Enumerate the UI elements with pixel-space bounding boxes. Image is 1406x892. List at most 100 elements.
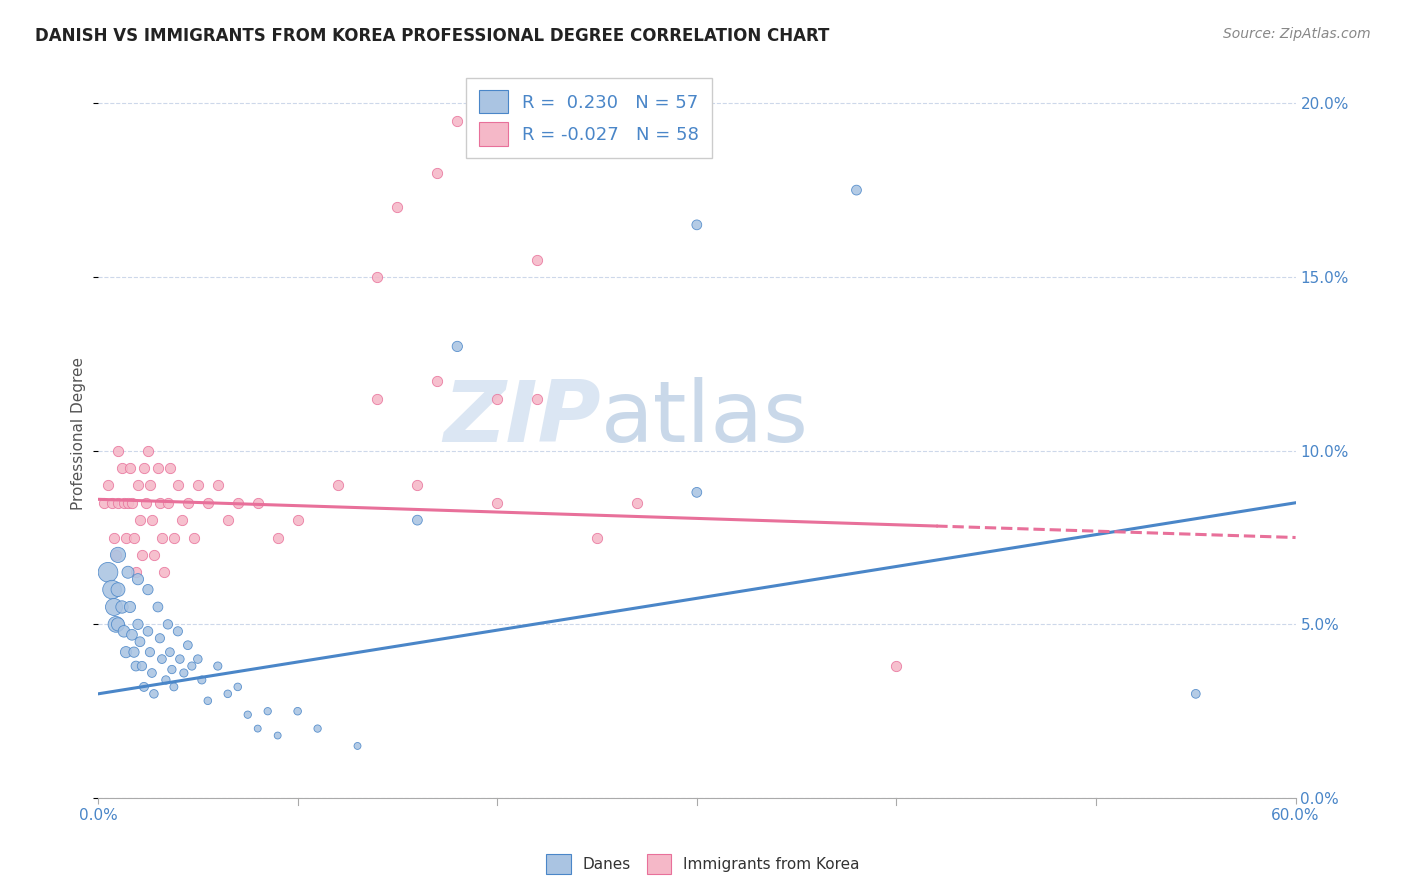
Point [586, 531, 609, 545]
Text: ZIP: ZIP [443, 377, 600, 460]
Point [141, 513, 163, 527]
Point [266, 729, 288, 743]
Point [107, 548, 129, 562]
Point [167, 624, 190, 639]
Point [129, 513, 152, 527]
Point [97, 478, 120, 492]
Text: Source: ZipAtlas.com: Source: ZipAtlas.com [1223, 27, 1371, 41]
Point [626, 496, 648, 510]
Point [121, 496, 143, 510]
Point [177, 496, 200, 510]
Point [366, 269, 388, 284]
Point [886, 659, 908, 673]
Text: atlas: atlas [600, 377, 808, 460]
Point [127, 617, 149, 632]
Point [159, 645, 181, 659]
Point [170, 513, 193, 527]
Point [136, 582, 159, 597]
Point [159, 461, 181, 475]
Point [136, 443, 159, 458]
Point [180, 659, 202, 673]
Point [93, 496, 115, 510]
Point [105, 617, 128, 632]
Point [103, 531, 125, 545]
Point [256, 704, 278, 718]
Point [163, 680, 186, 694]
Point [326, 478, 349, 492]
Point [115, 531, 138, 545]
Point [139, 478, 162, 492]
Point [141, 665, 163, 680]
Point [426, 166, 449, 180]
Point [207, 478, 229, 492]
Point [526, 252, 548, 267]
Point [111, 461, 134, 475]
Point [387, 201, 409, 215]
Point [101, 582, 124, 597]
Point [486, 496, 509, 510]
Y-axis label: Professional Degree: Professional Degree [72, 357, 86, 510]
Point [122, 531, 145, 545]
Point [149, 496, 172, 510]
Point [111, 599, 134, 614]
Point [142, 687, 165, 701]
Point [217, 513, 239, 527]
Point [217, 687, 239, 701]
Point [183, 531, 205, 545]
Point [125, 566, 148, 580]
Point [191, 673, 214, 687]
Point [135, 496, 157, 510]
Point [139, 645, 162, 659]
Point [127, 572, 149, 586]
Point [155, 673, 177, 687]
Point [153, 566, 176, 580]
Point [486, 392, 509, 406]
Point [197, 694, 219, 708]
Point [446, 113, 468, 128]
Point [246, 496, 269, 510]
Point [406, 513, 429, 527]
Text: DANISH VS IMMIGRANTS FROM KOREA PROFESSIONAL DEGREE CORRELATION CHART: DANISH VS IMMIGRANTS FROM KOREA PROFESSI… [35, 27, 830, 45]
Point [118, 461, 141, 475]
Point [136, 624, 159, 639]
Point [146, 599, 169, 614]
Point [132, 680, 155, 694]
Point [287, 513, 309, 527]
Point [307, 722, 329, 736]
Point [107, 582, 129, 597]
Point [131, 548, 153, 562]
Point [346, 739, 368, 753]
Point [366, 392, 388, 406]
Point [121, 628, 143, 642]
Point [173, 665, 195, 680]
Point [163, 531, 186, 545]
Legend: R =  0.230   N = 57, R = -0.027   N = 58: R = 0.230 N = 57, R = -0.027 N = 58 [467, 78, 711, 158]
Point [150, 531, 173, 545]
Point [150, 652, 173, 666]
Point [686, 218, 709, 232]
Point [686, 485, 709, 500]
Point [131, 659, 153, 673]
Point [845, 183, 868, 197]
Point [226, 680, 249, 694]
Point [167, 478, 190, 492]
Point [287, 704, 309, 718]
Point [117, 496, 139, 510]
Point [101, 496, 124, 510]
Point [125, 659, 148, 673]
Point [103, 599, 125, 614]
Point [169, 652, 191, 666]
Point [426, 374, 449, 388]
Point [236, 707, 259, 722]
Point [446, 339, 468, 353]
Point [107, 443, 129, 458]
Point [197, 496, 219, 510]
Point [118, 599, 141, 614]
Point [112, 496, 135, 510]
Point [246, 722, 269, 736]
Point [177, 638, 200, 652]
Point [406, 478, 429, 492]
Point [129, 634, 152, 648]
Point [107, 617, 129, 632]
Point [266, 531, 288, 545]
